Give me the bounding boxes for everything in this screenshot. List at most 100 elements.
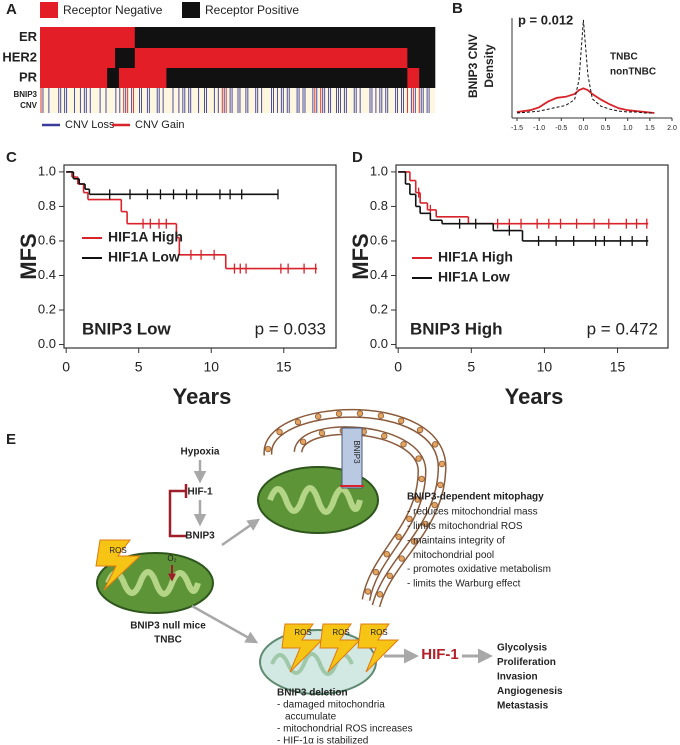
x-tick-label: 0.0 [579,125,589,132]
bead [376,591,384,598]
bead [415,455,422,462]
bead [383,550,390,558]
bead [364,588,372,595]
list-item: - mitochondrial ROS increases [277,724,413,735]
legend-label: Receptor Positive [205,3,299,17]
legend-label: HIF1A High [438,249,513,265]
bead [406,515,413,523]
list-title: BNIP3-dependent mitophagy [407,492,544,503]
bead [422,520,429,528]
y-axis-label: MFS [16,233,41,279]
bead [437,481,444,489]
context-label: TNBC [154,635,182,646]
legend-swatch [182,2,200,18]
ros-label: ROS [294,628,311,637]
row-label: HER2 [2,49,37,64]
legend-label: HIF1A Low [108,249,180,265]
heatmap-cell [134,48,408,68]
y-tick-label: 0.8 [38,198,56,213]
y-tick-label: 0.0 [38,336,56,351]
context-label: BNIP3 null mice [130,621,206,632]
node-label: HIF-1 [188,487,213,498]
cristae [267,485,363,515]
hif1-output: HIF-1 [421,646,459,663]
density-curve [516,19,655,114]
list-item: - promotes oxidative metabolism [407,564,551,575]
inhibition [168,484,188,538]
y-tick-label: 0.8 [370,198,388,213]
row-label: BNIP3 [13,90,37,99]
bead [410,538,418,545]
membrane-label: BNIP3 [352,440,361,464]
bead [276,428,283,436]
list-item: - maintains integrity of [407,535,505,546]
bead [416,426,424,434]
panel-label: A [6,1,17,18]
x-tick-label: -0.5 [555,125,567,132]
x-tick-label: 15 [276,359,292,375]
bead [400,441,407,448]
group-label: BNIP3 High [410,319,503,338]
x-tick-label: -1.0 [533,125,545,132]
legend-label: TNBC [610,52,638,63]
outcome: Glycolysis [497,643,547,654]
x-tick-label: 10 [203,359,219,375]
annotation: p = 0.012 [518,12,573,27]
p-value: p = 0.472 [587,319,658,338]
list-title: BNIP3 deletion [277,688,348,699]
list-item: - damaged mitochondria [277,700,385,711]
x-tick-label: 0 [62,359,70,375]
bead [318,429,326,437]
group-label: BNIP3 Low [82,319,172,338]
bead [438,460,446,468]
row-label: CNV [20,101,38,110]
bead [431,441,439,448]
o2-label: O₂ [167,554,176,563]
bead [397,417,405,425]
y-tick-label: 0.6 [370,232,388,247]
ros-bolt [281,623,324,673]
x-tick-label: 15 [610,359,626,375]
outcome: Invasion [497,672,538,683]
node-label: BNIP3 [185,531,215,542]
list-item: - limits mitochondrial ROS [407,521,523,532]
legend-swatch [40,2,58,18]
bead [386,572,393,580]
x-axis-label: Years [505,384,564,409]
bead [381,432,388,440]
y-tick-label: 1.0 [38,163,56,178]
bead [294,418,302,426]
y-tick-label: 0.0 [370,336,388,351]
ros-label: ROS [332,628,349,637]
panel-label: B [452,0,463,17]
outcome: Proliferation [497,657,556,668]
cristae [105,569,201,597]
y-axis-label: Density [482,44,496,88]
x-tick-label: 5 [467,359,475,375]
heatmap-cell [134,27,436,48]
bead [414,496,421,503]
bead [356,410,364,417]
bead [335,410,343,417]
x-tick-label: 0 [394,359,402,375]
x-tick-label: 2.0 [667,125,677,132]
y-axis-label: MFS [348,233,373,279]
bead [264,445,272,453]
plot-frame [395,164,669,349]
x-tick-label: 10 [537,359,553,375]
x-tick-label: 1.0 [623,125,633,132]
diagram: BNIP3 Hypoxia HIF-1 BNIP3 ROS O₂ ROS ROS… [95,408,563,745]
legend-label: HIF1A Low [438,269,510,285]
x-tick-label: 1.5 [645,125,655,132]
arrow [191,604,259,644]
panel-label: C [6,149,17,166]
bead [377,412,385,419]
p-value: p = 0.033 [255,319,326,338]
x-tick-label: 5 [135,359,143,375]
panel-label: E [6,431,16,448]
x-tick-label: -1.5 [511,125,523,132]
y-axis-label: BNIP3 CNV [466,34,480,98]
ros-bolt [319,623,362,673]
row-label: PR [19,69,38,84]
y-tick-label: 1.0 [370,163,388,178]
